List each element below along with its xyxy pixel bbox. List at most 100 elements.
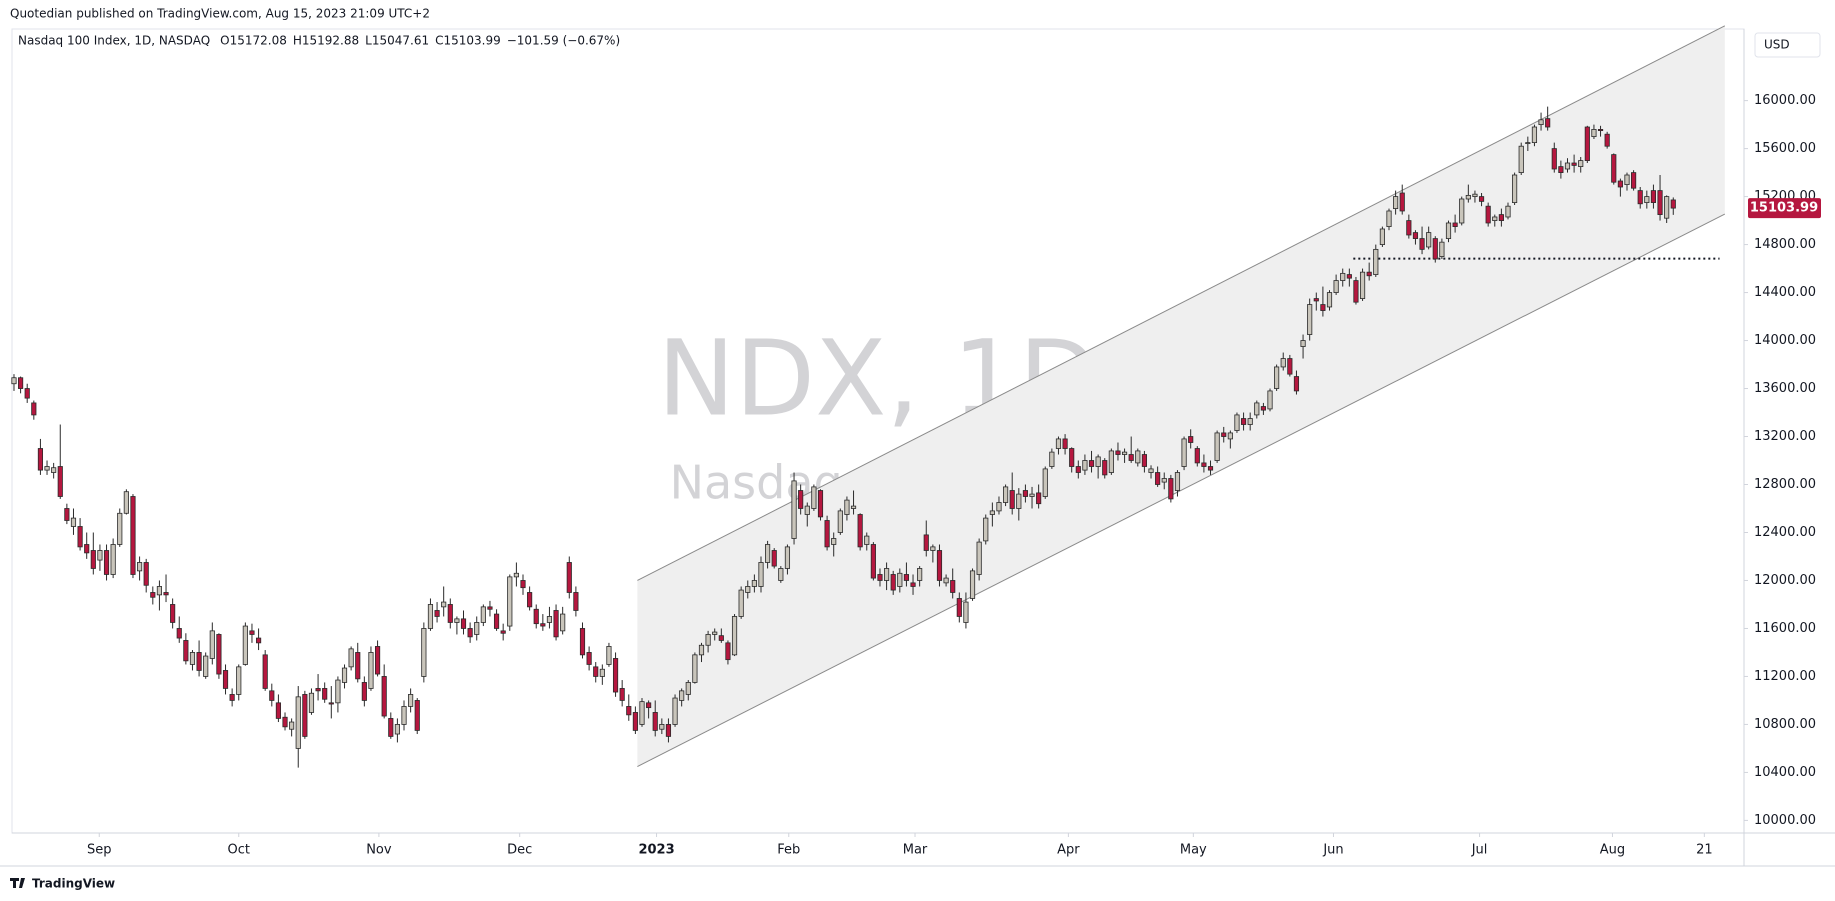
candle-body: [1551, 148, 1557, 170]
candle-body: [295, 696, 301, 749]
candle-body: [500, 630, 506, 634]
candle-body: [460, 618, 467, 629]
candle-body: [1624, 174, 1630, 185]
candle-body: [890, 574, 896, 591]
candle-body: [84, 544, 90, 554]
candle-body: [586, 652, 592, 665]
candle-body: [1227, 432, 1233, 440]
candle-body: [408, 694, 414, 707]
candle-body: [1545, 118, 1551, 128]
candle-body: [1340, 272, 1346, 281]
candle-body: [533, 608, 539, 625]
candle-body: [1657, 190, 1663, 215]
candle-body: [1313, 298, 1319, 302]
candle-body: [143, 562, 149, 586]
x-tick-label: Nov: [366, 843, 392, 858]
candle-body: [1049, 451, 1055, 467]
candle-body: [632, 712, 638, 731]
candle-body: [817, 490, 824, 518]
candle-body: [1439, 241, 1445, 257]
candle-body: [963, 601, 969, 623]
candle-body: [1069, 448, 1075, 467]
currency-label[interactable]: USD: [1764, 38, 1790, 52]
candle-body: [837, 510, 843, 533]
candle-body: [341, 667, 348, 683]
symbol-name: Nasdaq 100 Index, 1D, NASDAQ: [18, 34, 210, 48]
candle-body: [1214, 432, 1220, 461]
candle-body: [1293, 376, 1300, 392]
y-tick-label: 13200.00: [1754, 429, 1816, 444]
candle-body: [731, 616, 738, 656]
candle-body: [11, 377, 17, 385]
candle-body: [1419, 238, 1425, 250]
candle-body: [480, 606, 486, 623]
candle-body: [1201, 462, 1207, 467]
candle-body: [936, 550, 943, 581]
candle-body: [1406, 220, 1412, 236]
candle-body: [1359, 271, 1366, 299]
candle-body: [1412, 232, 1419, 239]
candle-body: [1121, 451, 1128, 455]
candle-body: [1300, 340, 1306, 347]
candle-body: [983, 517, 989, 542]
published-note: Quotedian published on TradingView.com, …: [10, 7, 430, 21]
candle-body: [599, 668, 605, 677]
candle-body: [771, 550, 777, 567]
candle-body: [1379, 228, 1385, 245]
candle-body: [1181, 438, 1187, 467]
candle-body: [1637, 190, 1643, 205]
candle-body: [976, 541, 982, 575]
candle-body: [897, 572, 903, 587]
y-tick-label: 10800.00: [1754, 717, 1816, 732]
candle-body: [368, 652, 374, 689]
y-tick-label: 10000.00: [1754, 813, 1816, 828]
candle-body: [322, 688, 328, 700]
candle-body: [1326, 292, 1333, 308]
candle-body: [804, 505, 810, 515]
candle-body: [903, 574, 910, 581]
candle-body: [434, 610, 440, 617]
candle-body: [1472, 193, 1478, 197]
candle-body: [566, 562, 572, 593]
candle-body: [527, 592, 533, 608]
candle-body: [718, 635, 724, 641]
candle-body: [269, 690, 275, 701]
candle-body: [560, 613, 566, 632]
ohlc-value: C15103.99: [435, 34, 501, 48]
candle-body: [579, 628, 586, 656]
candle-body: [540, 623, 546, 627]
candle-body: [1465, 194, 1471, 200]
symbol-legend: Nasdaq 100 Index, 1D, NASDAQ O15172.08 H15…: [18, 34, 620, 48]
y-tick-label: 16000.00: [1754, 93, 1816, 108]
candle-body: [1088, 460, 1095, 467]
y-tick-label: 11600.00: [1754, 621, 1816, 636]
candle-body: [870, 544, 876, 579]
candle-body: [1168, 478, 1174, 500]
candle-body: [1207, 466, 1214, 471]
candle-body: [1485, 205, 1491, 224]
candle-body: [137, 562, 143, 572]
candle-body: [1254, 402, 1260, 416]
footer-logo: TradingView: [10, 877, 115, 891]
candle-body: [1617, 180, 1623, 188]
candle-body: [884, 568, 890, 581]
ohlc-value: L15047.61: [365, 34, 429, 48]
candle-body: [229, 694, 235, 701]
candle-body: [507, 576, 513, 627]
candle-body: [1247, 418, 1253, 425]
candle-body: [176, 628, 182, 639]
candle-body: [156, 586, 162, 596]
candle-body: [738, 589, 744, 617]
candle-body: [57, 466, 63, 497]
candle-body: [1578, 160, 1584, 167]
candle-body: [1604, 133, 1610, 147]
candle-body: [1498, 214, 1504, 221]
candle-body: [712, 631, 718, 635]
candle-body: [203, 655, 209, 677]
y-tick-label: 11200.00: [1754, 669, 1816, 684]
currency-button[interactable]: [1754, 32, 1821, 58]
candle-body: [1373, 248, 1379, 275]
candle-body: [1287, 358, 1293, 375]
candle-body: [646, 702, 652, 709]
candle-body: [864, 535, 870, 545]
